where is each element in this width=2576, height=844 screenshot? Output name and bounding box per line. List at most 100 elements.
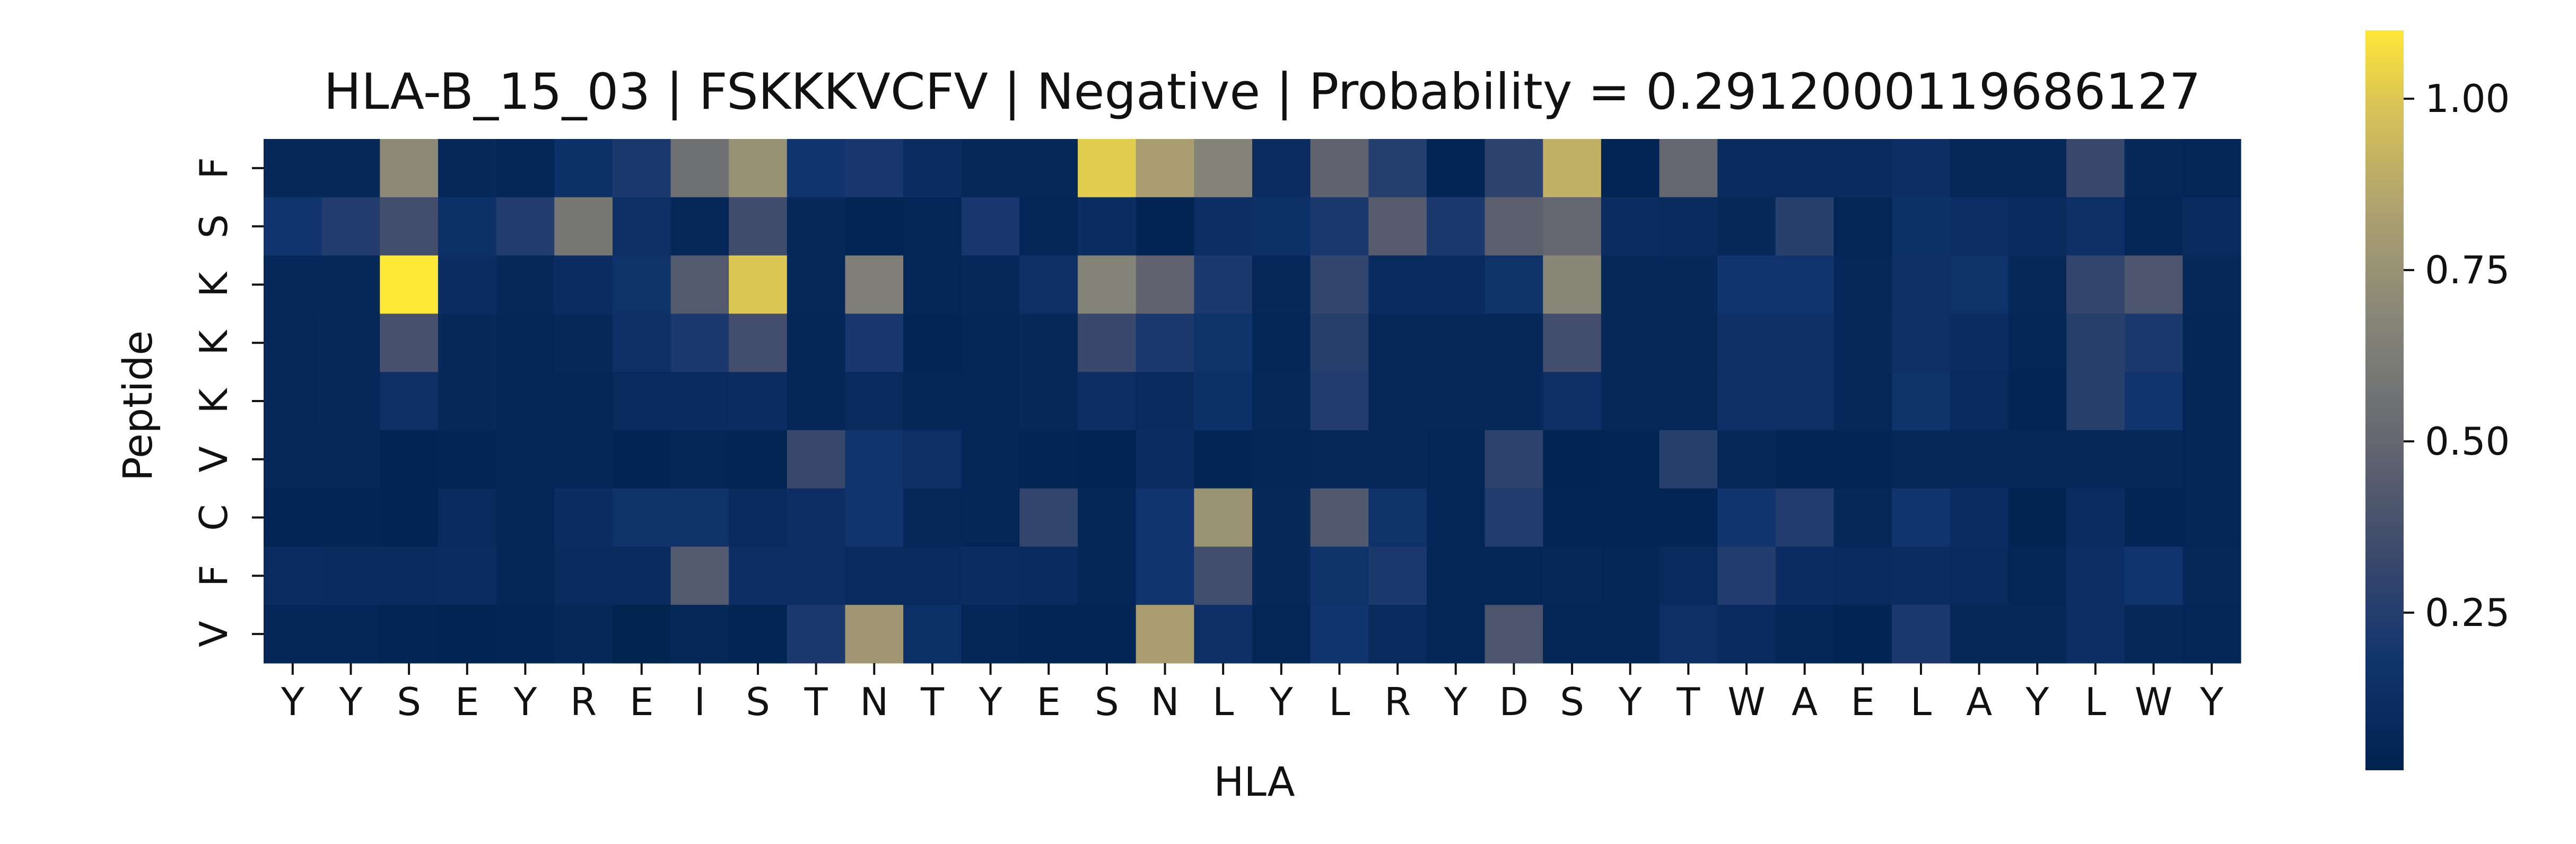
heatmap-cell [2182, 372, 2241, 431]
heatmap-cell [1775, 488, 1835, 547]
heatmap-cell [1601, 197, 1660, 256]
heatmap-cell [2124, 197, 2183, 256]
heatmap-cell [1950, 314, 2009, 372]
heatmap-cell [612, 488, 671, 547]
heatmap-cell [1078, 546, 1137, 605]
heatmap-cell [1892, 255, 1951, 314]
heatmap-cell [2182, 430, 2241, 489]
heatmap-cell [612, 605, 671, 664]
x-tick-label: W [2135, 680, 2172, 724]
heatmap-cell [1368, 605, 1427, 664]
heatmap-cell [1252, 314, 1311, 372]
colorbar-ticks: 0.25 0.50 0.75 1.00 [2404, 76, 2510, 635]
heatmap-cell [1950, 197, 2009, 256]
heatmap-cell [2124, 605, 2183, 664]
x-tick-label: T [920, 680, 945, 724]
heatmap-cell [1019, 197, 1078, 256]
heatmap-cell [1659, 197, 1718, 256]
heatmap-cell [1310, 430, 1369, 489]
x-tick-label: Y [979, 680, 1003, 724]
heatmap-cell [1485, 372, 1543, 431]
heatmap-cell [1019, 255, 1078, 314]
heatmap-cell [845, 255, 904, 314]
heatmap-cell [2124, 430, 2183, 489]
heatmap-cell [1194, 430, 1253, 489]
heatmap-cell [612, 255, 671, 314]
heatmap-cell [1019, 139, 1078, 198]
heatmap-cell [1426, 139, 1486, 198]
heatmap-cell [1833, 255, 1892, 314]
heatmap-cell [321, 605, 380, 664]
heatmap-cell [2008, 372, 2067, 431]
heatmap-cell [380, 546, 439, 605]
heatmap-cell [2182, 546, 2241, 605]
heatmap-cell [264, 605, 322, 664]
heatmap-cell [1950, 430, 2009, 489]
heatmap-cell [2066, 197, 2125, 256]
colorbar-tick-label: 1.00 [2425, 76, 2510, 121]
heatmap-cell [496, 430, 555, 489]
heatmap-cell [2182, 139, 2241, 198]
heatmap-cell [2182, 197, 2241, 256]
heatmap-cell [1717, 488, 1776, 547]
heatmap-cell [1136, 314, 1194, 372]
heatmap-cell [612, 430, 671, 489]
heatmap-cell [496, 139, 555, 198]
heatmap-cell [496, 605, 555, 664]
x-tick-label: Y [513, 680, 537, 724]
heatmap-cell [1892, 314, 1951, 372]
heatmap-cell [961, 255, 1020, 314]
heatmap-cell [1019, 488, 1078, 547]
heatmap-cell [1019, 314, 1078, 372]
heatmap-cell [729, 372, 788, 431]
heatmap-cell [670, 372, 729, 431]
heatmap-cell [1543, 139, 1602, 198]
heatmap-cell [845, 605, 904, 664]
heatmap-cell [1310, 488, 1369, 547]
heatmap-cell [1717, 197, 1776, 256]
heatmap-cell [961, 197, 1020, 256]
heatmap-cell [1136, 605, 1194, 664]
heatmap-cell [1717, 605, 1776, 664]
heatmap-cell [1019, 372, 1078, 431]
heatmap-cell [1368, 546, 1427, 605]
heatmap-cell [1136, 488, 1194, 547]
heatmap-cell [1368, 197, 1427, 256]
heatmap-cell [961, 372, 1020, 431]
colorbar [2365, 30, 2404, 770]
heatmap-cell [2008, 314, 2067, 372]
heatmap-cell [1601, 605, 1660, 664]
heatmap-cell [1950, 139, 2009, 198]
heatmap-cell [1659, 546, 1718, 605]
heatmap-cell [1252, 546, 1311, 605]
heatmap-cell [264, 488, 322, 547]
heatmap-cell [1368, 255, 1427, 314]
heatmap-cell [1950, 605, 2009, 664]
x-tick-label: R [570, 680, 597, 724]
heatmap-cell [380, 430, 439, 489]
heatmap-cell [1310, 255, 1369, 314]
heatmap-cell [903, 430, 962, 489]
heatmap-cell [1659, 255, 1718, 314]
heatmap-cell [2066, 488, 2125, 547]
heatmap-cell [845, 139, 904, 198]
heatmap-cell [321, 314, 380, 372]
heatmap-cell [1310, 139, 1369, 198]
x-tick-label: I [694, 680, 705, 724]
heatmap-cell [787, 255, 846, 314]
x-tick-label: L [1212, 680, 1234, 724]
heatmap-cell [1368, 314, 1427, 372]
heatmap-cell [1543, 430, 1602, 489]
heatmap-cell [787, 430, 846, 489]
heatmap-cell [1717, 546, 1776, 605]
heatmap-cell [2066, 139, 2125, 198]
heatmap-cell [554, 546, 613, 605]
heatmap-cell [903, 546, 962, 605]
heatmap-cell [2008, 430, 2067, 489]
heatmap-cell [1775, 314, 1835, 372]
heatmap-cell [1310, 605, 1369, 664]
heatmap-cell [496, 488, 555, 547]
heatmap-cell [438, 255, 497, 314]
heatmap-cell [1659, 605, 1718, 664]
